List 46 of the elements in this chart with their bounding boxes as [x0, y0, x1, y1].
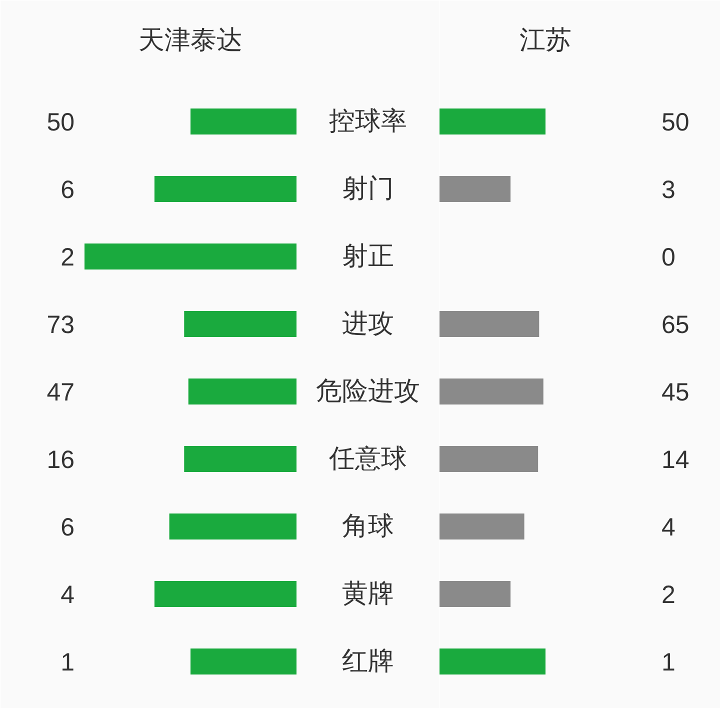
text: 1	[60, 648, 74, 676]
y-tick-label: 进攻	[342, 309, 394, 339]
text: 2	[60, 244, 74, 272]
bar	[440, 176, 511, 202]
bar	[188, 378, 296, 404]
chart-title: 天津泰达	[138, 26, 242, 56]
bar	[440, 514, 524, 540]
bar	[84, 244, 296, 270]
text: 0	[662, 244, 676, 272]
bar	[440, 446, 538, 472]
y-tick-label: 射正	[342, 242, 394, 272]
y-tick-label: 黄牌	[342, 579, 394, 609]
bar	[440, 311, 540, 337]
bar	[440, 108, 546, 134]
chart-title: 江苏	[520, 26, 572, 56]
text: 6	[60, 176, 74, 204]
text: 2	[662, 581, 676, 609]
bar	[184, 446, 296, 472]
text: 65	[662, 311, 690, 339]
bar	[440, 581, 511, 607]
bar	[169, 514, 296, 540]
y-tick-label: 角球	[342, 512, 394, 542]
text: 14	[662, 446, 690, 474]
bar	[154, 176, 296, 202]
text: 16	[46, 446, 75, 474]
text: 3	[662, 176, 676, 204]
y-tick-label: 控球率	[329, 106, 407, 136]
text: 4	[662, 514, 676, 542]
y-tick-label: 射门	[342, 174, 394, 204]
text: 50	[662, 108, 690, 136]
y-tick-label: 红牌	[342, 646, 394, 676]
text: 50	[46, 108, 75, 136]
text: 47	[46, 378, 75, 406]
y-tick-label: 任意球	[328, 444, 407, 474]
text: 45	[662, 378, 690, 406]
bar	[184, 311, 296, 337]
bar	[440, 648, 546, 674]
text: 4	[60, 581, 75, 609]
bar	[190, 648, 296, 674]
bar	[440, 378, 544, 404]
text: 1	[662, 648, 676, 676]
text: 73	[46, 311, 75, 339]
bar	[190, 108, 296, 134]
bar	[154, 581, 296, 607]
text: 6	[60, 514, 74, 542]
y-tick-label: 危险进攻	[316, 376, 420, 406]
